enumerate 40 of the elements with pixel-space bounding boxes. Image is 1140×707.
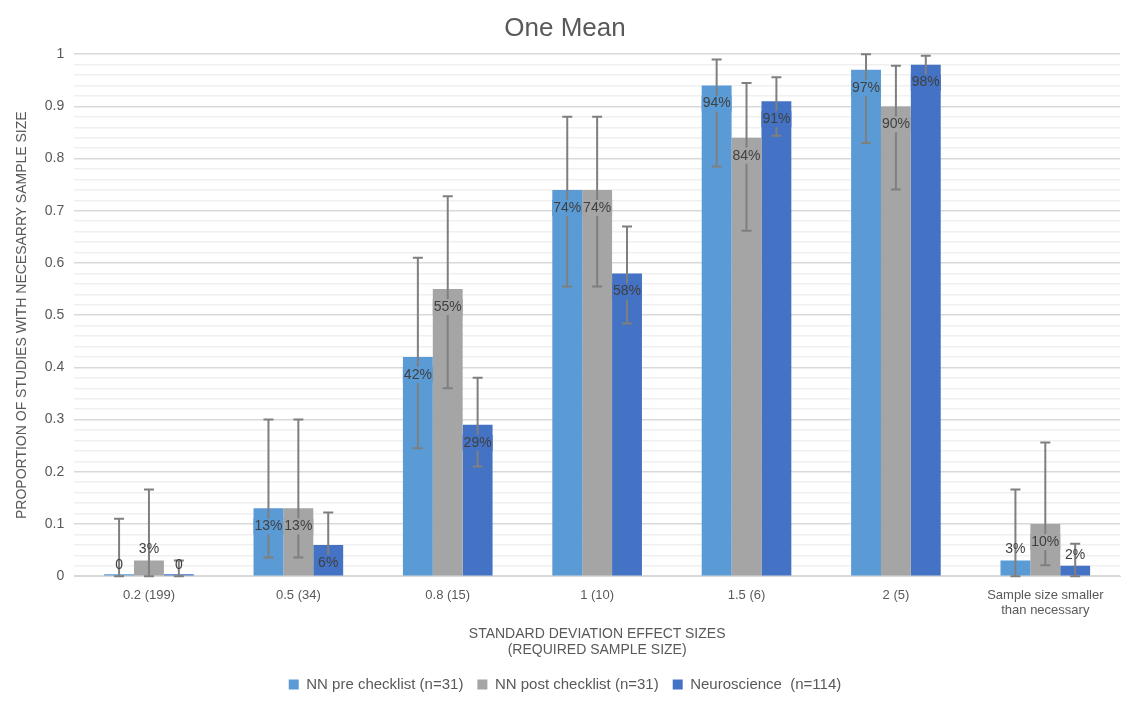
x-tick-label: 0.5 (34) (275, 586, 321, 602)
legend-label: Neuroscience (n=114) (690, 674, 842, 692)
y-tick-label: 0.4 (44, 358, 65, 375)
legend-label: NN post checklist (n=31) (494, 674, 659, 692)
data-label: 55% (433, 297, 462, 314)
y-tick-label: 0.7 (44, 201, 65, 218)
data-label: 13% (284, 517, 313, 534)
data-label: 13% (254, 517, 283, 534)
x-tick-label: 2 (5) (882, 586, 910, 602)
chart-title: One Mean (504, 11, 626, 42)
y-tick-label: 0.1 (44, 514, 65, 531)
data-label: 58% (612, 282, 642, 299)
data-label: 90% (881, 115, 910, 132)
x-tick-label: Sample size smaller than necessary (987, 586, 1105, 618)
y-tick-label: 0.8 (44, 149, 65, 166)
legend-label: NN pre checklist (n=31) (306, 674, 464, 692)
data-label: 91% (762, 110, 791, 127)
y-tick-label: 0.6 (44, 253, 65, 270)
x-tick-label: 0.2 (199) (122, 586, 175, 602)
x-tick-label: 1 (10) (580, 586, 615, 602)
x-tick-label: 1.5 (6) (727, 586, 766, 602)
data-label: 98% (911, 73, 940, 90)
y-tick-label: 0.2 (44, 462, 65, 479)
data-label: 84% (732, 146, 761, 163)
data-label: 42% (403, 365, 432, 382)
y-tick-label: 0 (56, 567, 65, 584)
y-tick-label: 1 (56, 45, 65, 62)
data-label: 6% (318, 553, 339, 570)
y-tick-label: 0.5 (44, 306, 65, 323)
data-label: 94% (702, 94, 731, 111)
y-tick-label: 0.9 (44, 97, 65, 114)
data-label: 97% (852, 78, 881, 95)
y-axis-title: PROPORTION OF STUDIES WITH NECESARRY SAMPLE SIZE (13, 111, 30, 520)
data-label: 29% (463, 433, 492, 450)
data-label: 10% (1031, 532, 1060, 549)
x-tick-label: 0.8 (15) (425, 586, 471, 602)
x-axis-title: STANDARD DEVIATION EFFECT SIZES (REQUIRED SAMPLE SIZE) (468, 624, 726, 658)
data-label: 74% (553, 198, 582, 215)
y-tick-label: 0.3 (44, 410, 65, 427)
data-label: 74% (583, 198, 612, 215)
